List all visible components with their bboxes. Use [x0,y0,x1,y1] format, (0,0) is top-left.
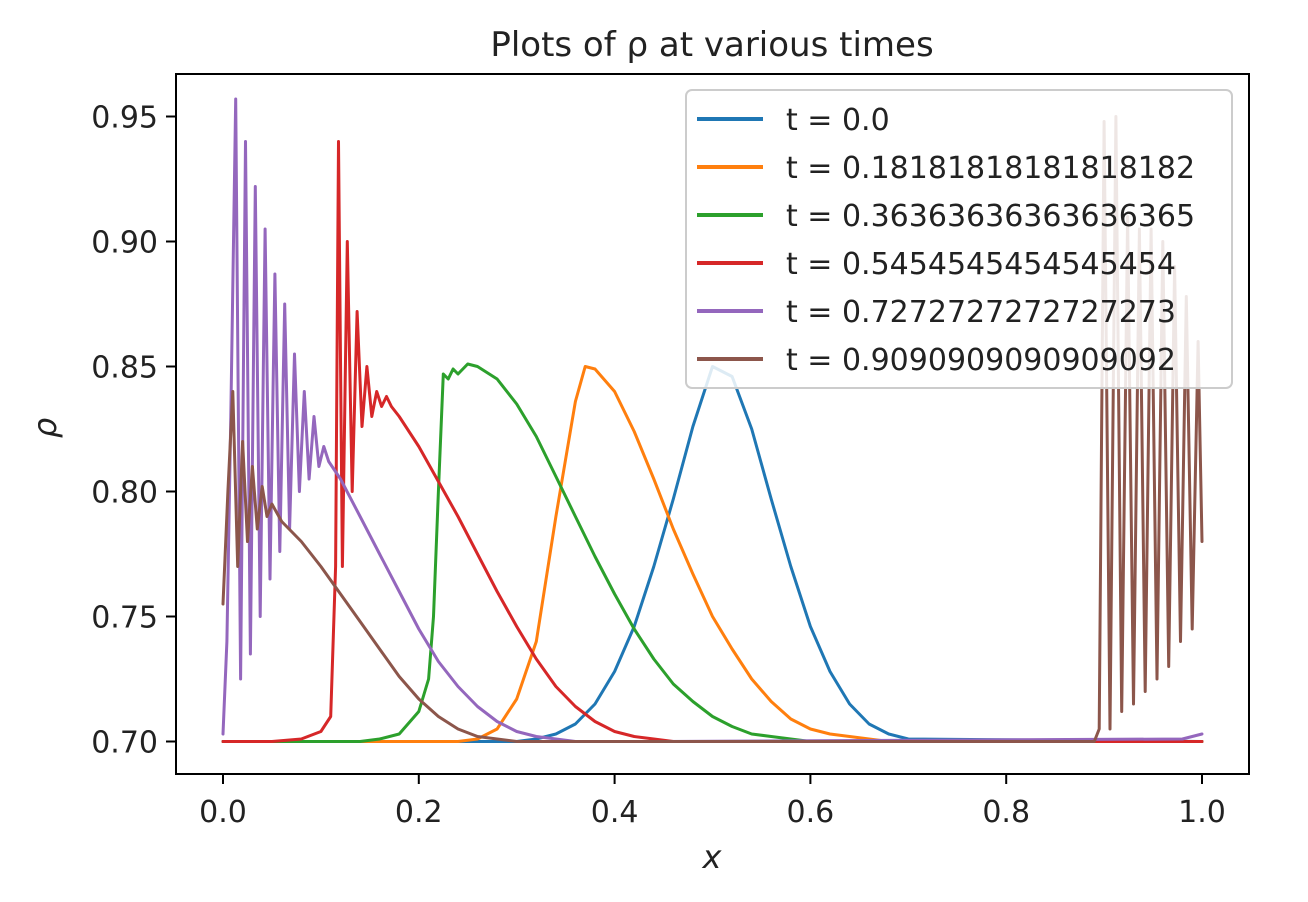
x-axis-label: x [702,838,723,876]
x-tick-label: 0.0 [199,795,247,830]
series-line-2 [221,362,1204,743]
series-line-3 [221,140,1204,743]
legend-label-0: t = 0.0 [786,103,890,138]
y-axis-ticks: 0.70 0.75 0.80 0.85 0.90 0.95 [91,101,176,761]
x-tick-label: 0.6 [787,795,835,830]
series-line-1 [221,365,1204,743]
y-tick-label: 0.75 [91,601,158,636]
x-tick-label: 1.0 [1178,795,1226,830]
y-tick-label: 0.90 [91,226,158,261]
series-line-5 [221,115,1204,743]
y-tick-label: 0.80 [91,476,158,511]
legend-label-1: t = 0.18181818181818182 [786,151,1195,186]
x-tick-label: 0.4 [591,795,639,830]
legend-label-3: t = 0.5454545454545454 [786,247,1176,282]
y-tick-label: 0.70 [91,726,158,761]
legend-label-4: t = 0.7272727272727273 [786,295,1176,330]
y-tick-label: 0.85 [91,351,158,386]
legend-label-5: t = 0.9090909090909092 [786,343,1176,378]
x-axis-ticks: 0.0 0.2 0.4 0.6 0.8 1.0 [199,774,1226,830]
x-tick-label: 0.2 [395,795,443,830]
chart-title: Plots of ρ at various times [490,25,933,65]
y-tick-label: 0.95 [91,101,158,136]
legend-entries: t = 0.0 t = 0.18181818181818182 t = 0.3636… [697,103,1195,378]
legend-label-2: t = 0.36363636363636365 [786,199,1195,234]
y-axis-label: ρ [26,418,64,438]
x-tick-label: 0.8 [982,795,1030,830]
plot-frame [175,73,1250,775]
legend-box [685,89,1233,389]
legend: t = 0.0 t = 0.18181818181818182 t = 0.3636… [685,89,1233,389]
plot-series-group [221,97,1204,743]
series-line-4 [221,97,1204,743]
